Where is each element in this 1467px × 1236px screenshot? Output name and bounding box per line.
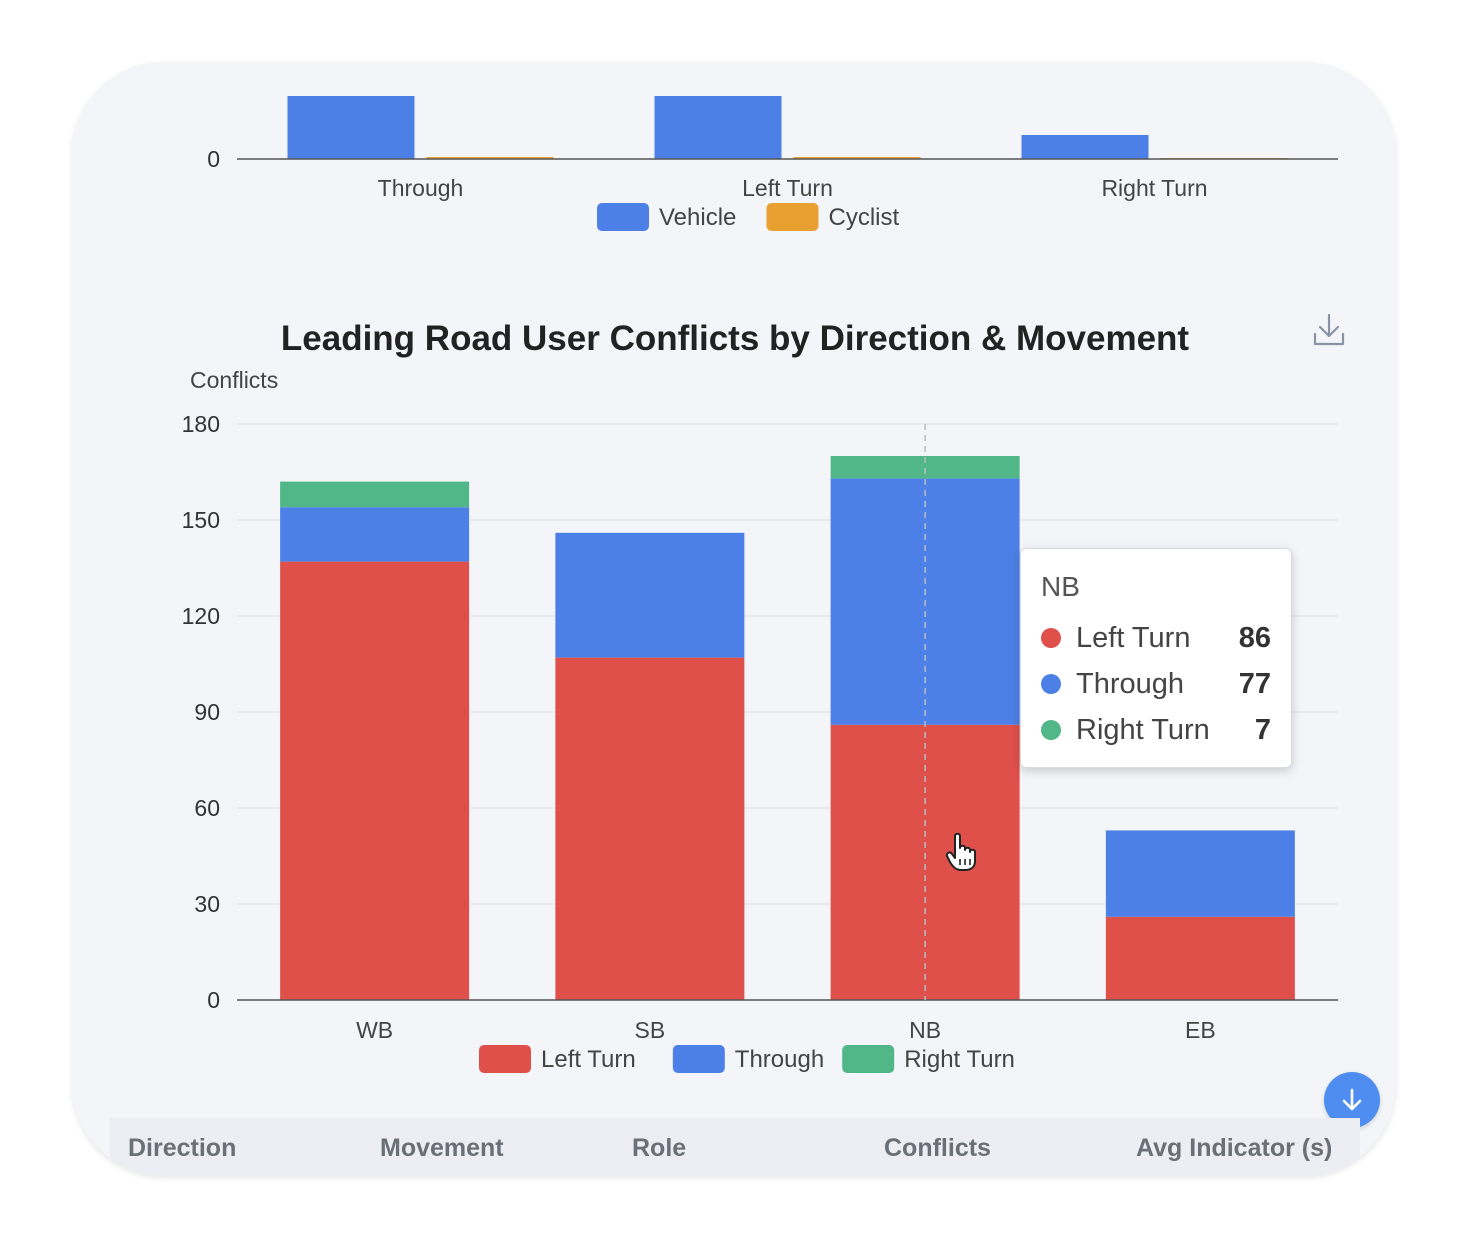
- tooltip-value: 77: [1238, 667, 1271, 700]
- tooltip-row-right-turn: Right Turn 7: [1041, 707, 1271, 753]
- bar-sb-left-turn: [555, 657, 745, 1000]
- download-icon[interactable]: [1312, 312, 1346, 348]
- top-x-tick-label: Through: [378, 175, 464, 201]
- top-bar-vehicle-left-turn: [654, 96, 782, 159]
- y-axis-label: Conflicts: [190, 367, 278, 393]
- chart-title: Leading Road User Conflicts by Direction…: [281, 319, 1190, 358]
- bar-sb-through: [555, 532, 745, 658]
- tooltip-row-left-turn: Left Turn 86: [1041, 615, 1271, 661]
- y-tick-label: 150: [182, 507, 220, 533]
- bar-nb-right-turn: [830, 456, 1020, 479]
- header-movement[interactable]: Movement: [380, 1134, 504, 1162]
- top-legend-swatch-vehicle: [597, 203, 649, 231]
- legend-swatch-through: [672, 1045, 725, 1073]
- y-tick-label: 0: [207, 987, 220, 1013]
- top-legend-label-cyclist: Cyclist: [829, 204, 900, 231]
- top-x-tick-label: Right Turn: [1101, 175, 1207, 201]
- hand-pointer-icon: [945, 832, 979, 872]
- tooltip-value: 7: [1254, 713, 1271, 746]
- top-y-tick-label: 0: [207, 146, 220, 172]
- bar-wb-left-turn: [280, 561, 470, 1000]
- y-tick-label: 180: [182, 411, 220, 437]
- top-bar-vehicle-right-turn: [1021, 135, 1149, 159]
- legend-swatch-left-turn: [479, 1045, 531, 1073]
- bar-wb-through: [280, 507, 470, 562]
- header-direction[interactable]: Direction: [128, 1134, 237, 1162]
- top-x-tick-label: Left Turn: [742, 175, 833, 201]
- table-header: Direction Movement Role Conflicts Avg In…: [110, 1118, 1360, 1176]
- tooltip-label: Right Turn: [1076, 713, 1210, 746]
- top-bar-cyclist-through: [426, 157, 554, 159]
- header-role[interactable]: Role: [632, 1134, 687, 1162]
- top-legend-label-vehicle: Vehicle: [659, 204, 736, 231]
- y-tick-label: 60: [194, 795, 220, 821]
- legend-label-left-turn: Left Turn: [541, 1046, 636, 1073]
- legend-label-through: Through: [735, 1046, 824, 1073]
- y-tick-label: 30: [194, 891, 220, 917]
- bar-eb-through: [1105, 830, 1295, 917]
- through-dot: [1041, 674, 1061, 694]
- left-turn-dot: [1041, 628, 1061, 648]
- tooltip-value: 86: [1238, 621, 1271, 654]
- header-conflicts[interactable]: Conflicts: [884, 1134, 991, 1162]
- top-legend-swatch-cyclist: [766, 203, 819, 231]
- x-tick-label: NB: [909, 1017, 941, 1043]
- header-avg-indicator[interactable]: Avg Indicator (s): [1136, 1134, 1333, 1162]
- tooltip-title: NB: [1041, 571, 1080, 602]
- legend-label-right-turn: Right Turn: [904, 1046, 1015, 1073]
- right-turn-dot: [1041, 720, 1061, 740]
- tooltip: NB Left Turn 86 Through 77 Right Turn 7: [1020, 548, 1292, 768]
- y-tick-label: 90: [194, 699, 220, 725]
- tooltip-label: Left Turn: [1076, 621, 1191, 654]
- x-tick-label: WB: [356, 1017, 393, 1043]
- chart-card: 0 Through Left Turn Right Turn Vehicle Cyclis…: [72, 62, 1396, 1176]
- top-bar-cyclist-left-turn: [793, 157, 921, 159]
- legend-swatch-right-turn: [842, 1045, 895, 1073]
- tooltip-row-through: Through 77: [1041, 661, 1271, 707]
- bar-wb-right-turn: [280, 481, 470, 508]
- tooltip-label: Through: [1076, 667, 1185, 700]
- y-tick-label: 120: [182, 603, 220, 629]
- bar-eb-left-turn: [1105, 916, 1295, 1000]
- top-bar-vehicle-through: [287, 96, 415, 159]
- x-tick-label: SB: [635, 1017, 666, 1043]
- charts-canvas: 0 Through Left Turn Right Turn Vehicle Cyclis…: [182, 96, 1338, 1073]
- x-tick-label: EB: [1185, 1017, 1216, 1043]
- arrow-down-icon: [1342, 1088, 1362, 1111]
